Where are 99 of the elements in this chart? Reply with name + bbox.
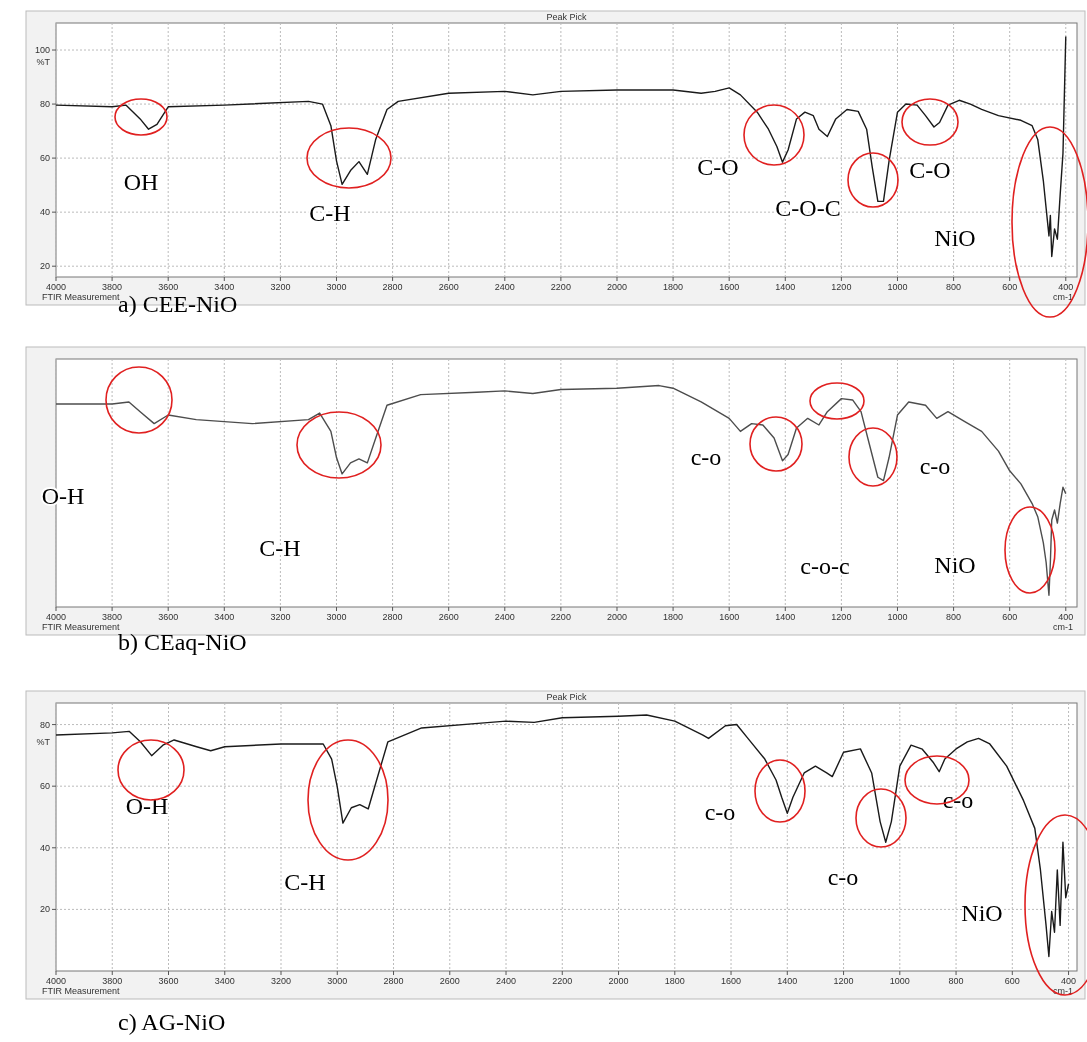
x-tick-label: 800 — [948, 976, 964, 986]
annotation: O-H — [41, 483, 85, 510]
x-axis-title: cm-1 — [1053, 986, 1073, 996]
x-tick-label: 3200 — [271, 976, 292, 986]
x-tick-label: 1400 — [775, 612, 796, 622]
text: FTIR Measurement — [42, 986, 121, 996]
x-tick-label: 2000 — [608, 976, 629, 986]
x-tick-label: 1000 — [887, 612, 908, 622]
x-tick-label: 2800 — [382, 282, 403, 292]
y-tick-label: 20 — [39, 261, 50, 272]
line-series — [55, 35, 1067, 258]
x-tick-label: 1800 — [664, 976, 685, 986]
x-tick-label: 3000 — [327, 976, 348, 986]
x-tick-label: 1000 — [887, 282, 908, 292]
y-axis-title: %T — [36, 737, 51, 747]
annotation: C-H — [309, 200, 351, 227]
x-tick-label: 2400 — [496, 976, 517, 986]
x-tick-label: 1200 — [831, 282, 852, 292]
annotation: C-H — [284, 869, 326, 896]
x-tick-label: 3600 — [158, 976, 179, 986]
x-tick-label: 800 — [946, 282, 962, 292]
x-tick-label: 3200 — [270, 612, 291, 622]
annotation: c-o — [942, 787, 974, 814]
annotation: C-O — [697, 154, 739, 181]
x-tick-label: 1600 — [721, 976, 742, 986]
x-tick-label: 1600 — [719, 612, 740, 622]
x-tick-label: 3000 — [326, 282, 347, 292]
x-tick-label: 3000 — [326, 612, 347, 622]
chart-title: Peak Pick — [546, 12, 587, 22]
x-tick-label: 400 — [1058, 612, 1074, 622]
y-tick-label: 80 — [39, 99, 50, 110]
x-tick-label: 1400 — [777, 976, 798, 986]
annotation: c-o — [704, 799, 736, 826]
x-axis-title: cm-1 — [1053, 622, 1073, 632]
annotation: NiO — [934, 225, 976, 252]
y-tick-label: 100 — [34, 45, 50, 56]
x-tick-label: 2400 — [494, 282, 515, 292]
x-tick-label: 2000 — [606, 282, 627, 292]
text: FTIR Measurement — [42, 292, 121, 302]
annotation: C-O — [909, 157, 951, 184]
x-tick-label: 1200 — [831, 612, 852, 622]
x-tick-label: 2200 — [550, 612, 571, 622]
text: FTIR Measurement — [42, 622, 121, 632]
x-tick-label: 1400 — [775, 282, 796, 292]
y-tick-label: 40 — [39, 207, 50, 218]
y-tick-label: 60 — [39, 153, 50, 164]
x-axis-title: cm-1 — [1053, 292, 1073, 302]
x-tick-label: 2200 — [552, 976, 573, 986]
x-tick-label: 1600 — [719, 282, 740, 292]
x-tick-label: 1800 — [663, 282, 684, 292]
annotation: OH — [123, 169, 159, 196]
y-tick-label: 40 — [39, 842, 50, 853]
annotation: NiO — [961, 900, 1003, 927]
x-tick-label: 2400 — [494, 612, 515, 622]
annotation: c-o — [919, 453, 951, 480]
x-tick-label: 4000 — [45, 612, 67, 622]
y-tick-label: 80 — [39, 719, 50, 730]
x-tick-label: 4000 — [45, 282, 67, 292]
x-tick-label: 400 — [1058, 282, 1074, 292]
annotation: C-O-C — [775, 195, 841, 222]
x-tick-label: 3800 — [102, 612, 123, 622]
annotation: c-o — [827, 864, 859, 891]
x-tick-label: 3600 — [158, 282, 179, 292]
x-tick-label: 3800 — [102, 282, 123, 292]
annotation: c-o-c — [800, 553, 850, 580]
x-tick-label: 2200 — [550, 282, 571, 292]
x-tick-label: 2800 — [383, 976, 404, 986]
x-tick-label: 2000 — [606, 612, 627, 622]
x-tick-label: 1000 — [889, 976, 910, 986]
x-tick-label: 3400 — [214, 976, 235, 986]
x-tick-label: 1800 — [663, 612, 684, 622]
annotation: c-o — [690, 444, 722, 471]
x-tick-label: 600 — [1002, 612, 1018, 622]
annotation: C-H — [259, 535, 301, 562]
annotation: O-H — [125, 793, 169, 820]
line-series — [55, 714, 1070, 958]
x-tick-label: 2600 — [438, 612, 459, 622]
x-tick-label: 2600 — [439, 976, 460, 986]
x-tick-label: 1200 — [833, 976, 854, 986]
x-tick-label: 3600 — [158, 612, 179, 622]
text: a) CEE-NiO — [118, 291, 238, 317]
x-tick-label: 2600 — [438, 282, 459, 292]
y-axis-title: %T — [36, 57, 51, 67]
x-tick-label: 600 — [1004, 976, 1020, 986]
annotation: NiO — [934, 552, 976, 579]
x-tick-label: 400 — [1061, 976, 1077, 986]
x-tick-label: 3400 — [214, 282, 235, 292]
y-tick-label: 20 — [39, 904, 50, 915]
x-tick-label: 3800 — [102, 976, 123, 986]
y-tick-label: 60 — [39, 781, 50, 792]
text: c) AG-NiO — [118, 1009, 226, 1035]
x-tick-label: 3400 — [214, 612, 235, 622]
x-tick-label: 600 — [1002, 282, 1018, 292]
chart-title: Peak Pick — [546, 692, 587, 702]
text: b) CEaq-NiO — [118, 629, 247, 655]
x-tick-label: 2800 — [382, 612, 403, 622]
x-tick-label: 3200 — [270, 282, 291, 292]
x-tick-label: 4000 — [45, 976, 67, 986]
x-tick-label: 800 — [946, 612, 962, 622]
